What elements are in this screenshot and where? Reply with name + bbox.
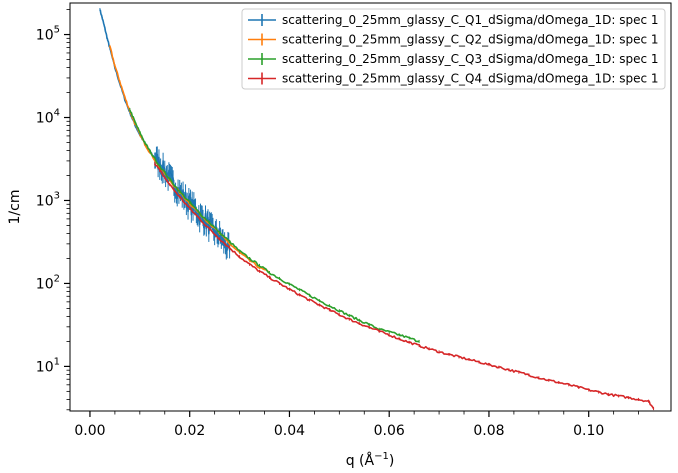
legend-label: scattering_0_25mm_glassy_C_Q3_dSigma/dOm… <box>282 52 659 66</box>
legend: scattering_0_25mm_glassy_C_Q1_dSigma/dOm… <box>241 8 666 90</box>
legend-item: scattering_0_25mm_glassy_C_Q3_dSigma/dOm… <box>248 52 659 66</box>
x-tick-label: 0.00 <box>74 423 105 439</box>
legend-box <box>241 8 666 90</box>
series-3 <box>129 107 420 343</box>
y-tick-label: 105 <box>36 25 60 44</box>
series-4 <box>154 161 655 411</box>
x-tick-label: 0.06 <box>374 423 405 439</box>
x-tick-label: 0.04 <box>274 423 305 439</box>
legend-item: scattering_0_25mm_glassy_C_Q2_dSigma/dOm… <box>248 33 659 47</box>
y-tick-label: 101 <box>36 356 60 375</box>
y-tick-label: 104 <box>36 108 60 127</box>
legend-label: scattering_0_25mm_glassy_C_Q1_dSigma/dOm… <box>282 13 659 27</box>
axes-frame <box>69 2 672 412</box>
legend-label: scattering_0_25mm_glassy_C_Q2_dSigma/dOm… <box>282 33 659 47</box>
x-tick-label: 0.02 <box>174 423 205 439</box>
x-axis-label: q (Å−1) <box>346 451 395 469</box>
series-line <box>154 163 655 409</box>
legend-item: scattering_0_25mm_glassy_C_Q1_dSigma/dOm… <box>248 13 659 27</box>
y-tick-label: 102 <box>36 273 60 292</box>
x-tick-label: 0.10 <box>573 423 604 439</box>
series-line <box>129 109 420 343</box>
x-axis: 0.00 0.02 0.04 0.06 0.08 0.10 <box>74 411 639 439</box>
y-tick-label: 103 <box>36 190 60 209</box>
x-tick-label: 0.08 <box>473 423 504 439</box>
y-axis: 101 102 103 104 105 <box>36 9 70 411</box>
plot-area <box>99 8 655 411</box>
legend-label: scattering_0_25mm_glassy_C_Q4_dSigma/dOm… <box>282 72 659 86</box>
y-axis-label: 1/cm <box>7 190 23 225</box>
legend-item: scattering_0_25mm_glassy_C_Q4_dSigma/dOm… <box>248 72 659 86</box>
